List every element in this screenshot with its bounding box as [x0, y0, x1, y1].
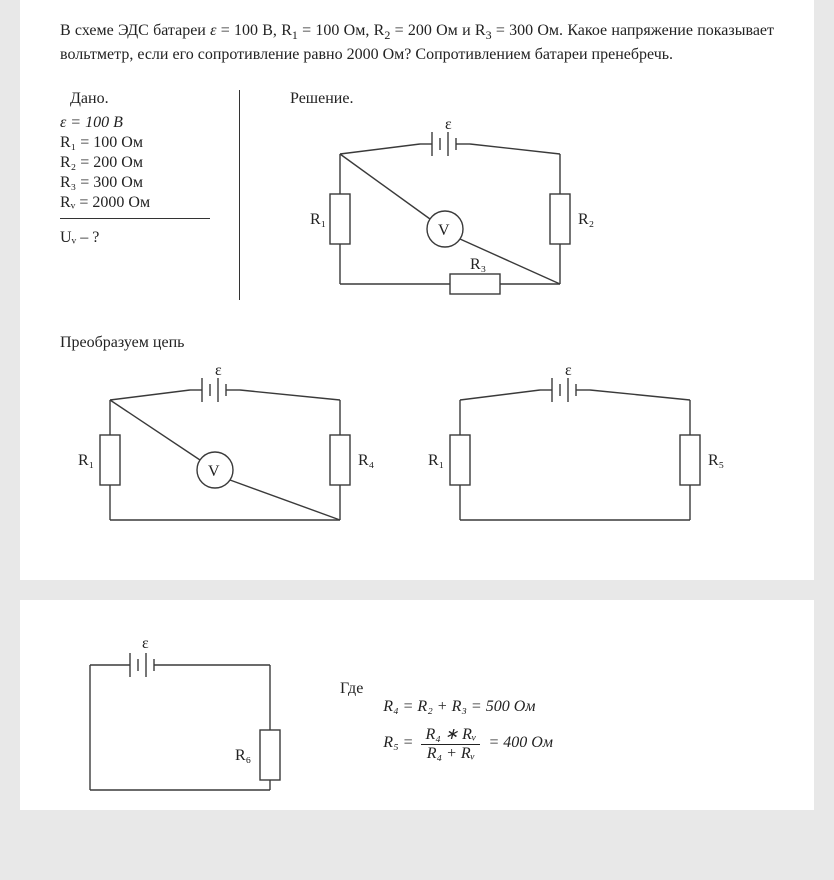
- eps-label: ε: [142, 635, 149, 652]
- r1-label: R₁: [428, 452, 444, 469]
- equations-block: Где: [340, 630, 363, 800]
- text: R₃ = 300 Ом: [60, 174, 240, 192]
- text: = 100 Ом, R: [298, 22, 384, 39]
- r4-equation: R₄ = R₂ + R₃ = 500 Ом: [383, 698, 553, 716]
- solution-column: Решение.: [280, 90, 774, 314]
- given-title: Дано.: [60, 90, 240, 108]
- text: R₅ =: [383, 735, 417, 752]
- circuit-diagram-4: ε R₆: [60, 630, 320, 800]
- r1-label: R₁: [78, 452, 94, 469]
- denominator: R₄ + Rᵥ: [421, 745, 480, 763]
- text: = 300 Ом. Какое: [492, 22, 608, 39]
- fraction: R₄ ∗ Rᵥ R₄ + Rᵥ: [421, 724, 480, 763]
- eps-label: ε: [565, 362, 572, 379]
- r3-label: R₃: [470, 256, 486, 273]
- numerator: R₄ ∗ Rᵥ: [421, 724, 480, 745]
- r4-label: R₄: [358, 452, 375, 469]
- circuit-diagram-1: ε R₁ R₂ V R₃: [280, 114, 620, 314]
- text: Rᵥ = 2000 Ом: [60, 194, 240, 212]
- v-label: V: [438, 222, 450, 239]
- r2-label: R₂: [578, 211, 594, 228]
- transformed-circuits-row: ε R₁ R₄ V: [60, 360, 774, 550]
- solution-title: Решение.: [280, 90, 774, 108]
- text: = 200 Ом и R: [390, 22, 485, 39]
- transform-heading: Преобразуем цепь: [60, 334, 774, 352]
- equations: R₄ = R₂ + R₃ = 500 Ом R₅ = R₄ ∗ Rᵥ R₄ + …: [383, 630, 553, 800]
- r6-label: R₆: [235, 747, 251, 764]
- eps-label: ε: [215, 362, 222, 379]
- r5-label: R₅: [708, 452, 724, 469]
- page-1: В схеме ЭДС батареи ε = 100 В, R1 = 100 …: [20, 0, 814, 580]
- page-2: ε R₆ Где R₄ = R₂ + R₃ = 500 Ом R₅ = R₄ ∗…: [20, 600, 814, 810]
- given-solution-row: Дано. ε = 100 В R₁ = 100 Ом R₂ = 200 Ом …: [60, 90, 774, 314]
- vertical-divider: [239, 90, 240, 300]
- problem-statement: В схеме ЭДС батареи ε = 100 В, R1 = 100 …: [60, 20, 774, 66]
- text: = 400 Ом: [488, 735, 553, 752]
- text: Uᵥ – ?: [60, 229, 240, 247]
- text: В схеме ЭДС батареи: [60, 22, 210, 39]
- text: ε = 100 В: [60, 114, 123, 131]
- r1-label: R₁: [310, 211, 326, 228]
- v-label: V: [208, 463, 220, 480]
- text: R₁ = 100 Ом: [60, 134, 240, 152]
- eps-label: ε: [445, 116, 452, 133]
- text: R₂ = 200 Ом: [60, 154, 240, 172]
- given-column: Дано. ε = 100 В R₁ = 100 Ом R₂ = 200 Ом …: [60, 90, 240, 314]
- r5-equation: R₅ = R₄ ∗ Rᵥ R₄ + Rᵥ = 400 Ом: [383, 724, 553, 763]
- text: = 100 В, R: [216, 22, 291, 39]
- circuit-diagram-2: ε R₁ R₄ V: [60, 360, 400, 550]
- gde-label: Где: [340, 680, 363, 698]
- circuit-diagram-3: ε R₁ R₅: [410, 360, 750, 550]
- horizontal-rule: [60, 218, 210, 219]
